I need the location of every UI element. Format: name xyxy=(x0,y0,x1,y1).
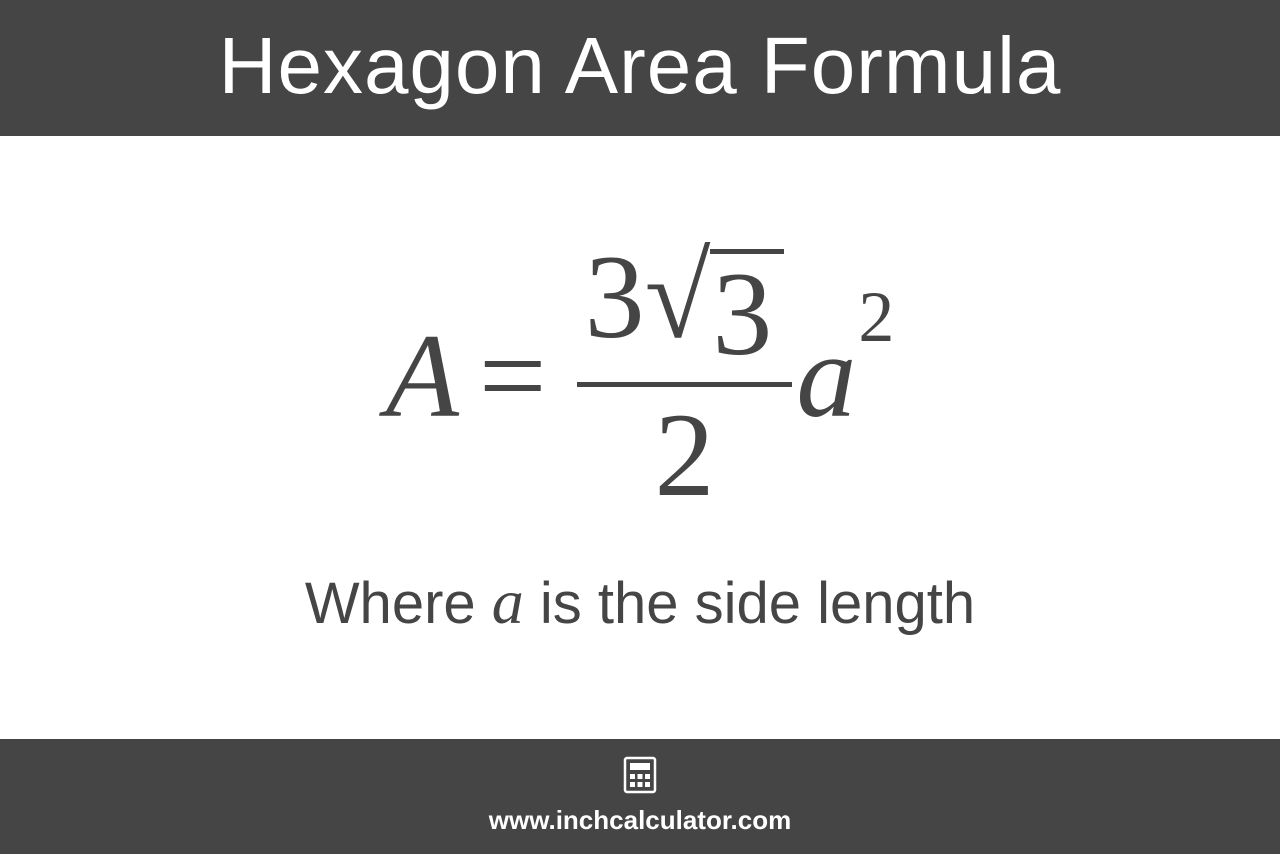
fraction-numerator: 3 √ 3 xyxy=(577,237,793,382)
sqrt-radicand: 3 xyxy=(710,249,784,374)
caption-variable: a xyxy=(492,566,524,637)
content-area: A = 3 √ 3 2 a 2 Where a is the side leng… xyxy=(0,136,1280,739)
formula-base-var: a xyxy=(796,307,856,445)
formula-equals: = xyxy=(479,307,547,445)
caption-prefix: Where xyxy=(305,571,492,636)
title-banner: Hexagon Area Formula xyxy=(0,0,1280,136)
page-title: Hexagon Area Formula xyxy=(219,21,1062,110)
formula-display: A = 3 √ 3 2 a 2 xyxy=(386,237,895,515)
formula-caption: Where a is the side length xyxy=(305,565,975,649)
formula-lhs: A xyxy=(386,307,459,445)
caption-suffix: is the side length xyxy=(524,571,975,636)
footer-banner: www.inchcalculator.com xyxy=(0,739,1280,854)
fraction-denominator: 2 xyxy=(654,387,714,515)
sqrt: √ 3 xyxy=(645,243,785,374)
sqrt-symbol: √ xyxy=(645,243,711,351)
formula-fraction: 3 √ 3 2 xyxy=(577,237,793,515)
numerator-coeff: 3 xyxy=(585,237,645,357)
calculator-icon xyxy=(620,755,660,795)
footer-url: www.inchcalculator.com xyxy=(489,805,791,836)
formula-exponent: 2 xyxy=(858,276,894,359)
